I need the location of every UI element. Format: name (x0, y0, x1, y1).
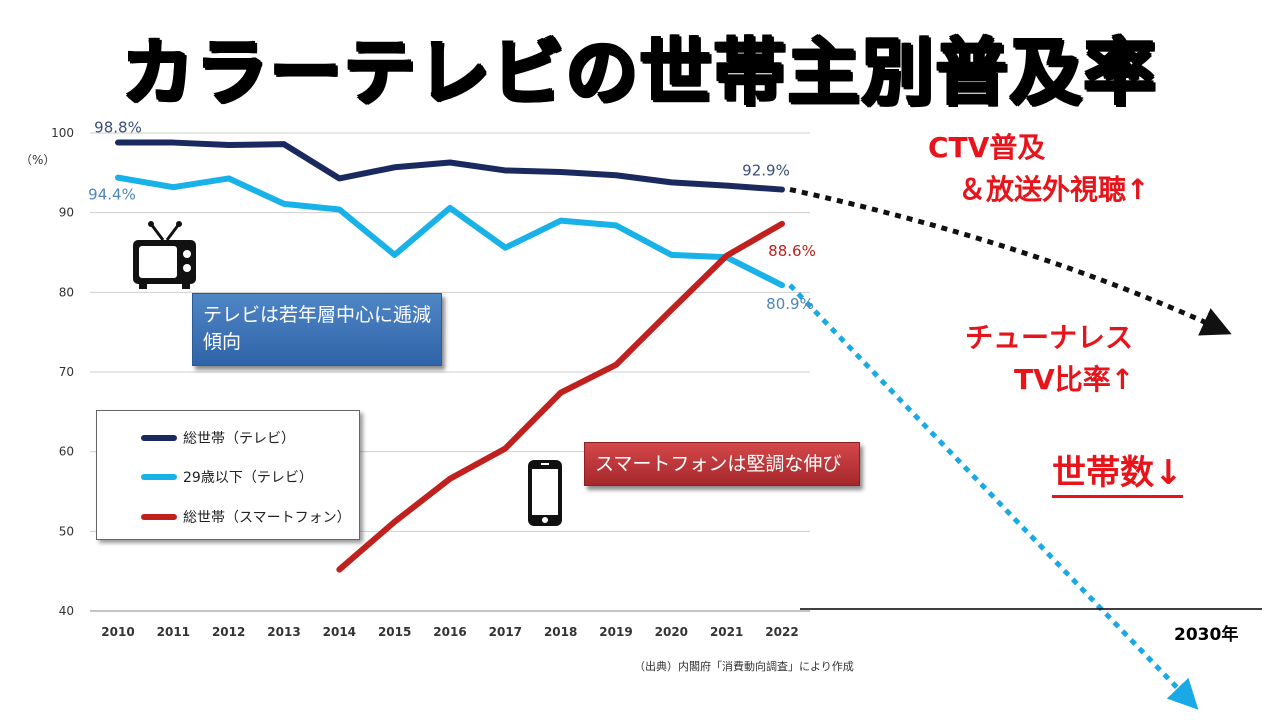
tv-icon (133, 221, 196, 289)
data-point (780, 283, 784, 288)
data-point (503, 168, 508, 173)
x-tick-label: 2019 (599, 625, 632, 639)
data-point (337, 176, 342, 181)
x-tick-label: 2021 (710, 625, 743, 639)
y-tick-label: 90 (59, 206, 74, 220)
legend-label: 29歳以下（テレビ） (183, 470, 313, 486)
x-tick-label: 2022 (765, 625, 798, 639)
legend-swatch (141, 435, 177, 441)
y-tick-label: 80 (59, 285, 74, 299)
data-point (337, 567, 342, 572)
page-title: カラーテレビの世帯主別普及率 (121, 31, 1158, 115)
projection-arrow (789, 187, 1232, 336)
x-tick-label: 2017 (489, 625, 522, 639)
data-point (614, 362, 618, 367)
data-point (780, 187, 784, 192)
x-tick-label: 2020 (655, 625, 688, 639)
data-point (724, 253, 729, 258)
y-tick-label: 40 (59, 604, 74, 618)
legend-item-under29-tv: 29歳以下（テレビ） (141, 467, 313, 487)
data-point (116, 140, 120, 145)
x-tick-label: 2016 (433, 625, 466, 639)
projection-arrows (788, 187, 1232, 710)
smartphone-trend-callout: スマートフォンは堅調な伸び (584, 442, 860, 486)
data-point (780, 221, 784, 226)
legend-swatch (141, 474, 177, 480)
projection-arrow (788, 283, 1199, 710)
data-point (392, 165, 397, 170)
data-label: 98.8% (94, 119, 142, 137)
legend-item-total-tv: 総世帯（テレビ） (141, 428, 295, 448)
x-tick-label: 2011 (157, 625, 190, 639)
data-point (116, 175, 120, 180)
y-tick-label: 70 (59, 365, 74, 379)
data-point (226, 142, 231, 147)
data-point (337, 207, 342, 212)
x-tick-label: 2012 (212, 625, 245, 639)
data-label: 80.9% (766, 295, 814, 313)
data-label: 94.4% (88, 186, 136, 204)
x-tick-label: 2015 (378, 625, 411, 639)
data-labels: 98.8% 92.9% 94.4% 80.9% 88.6% (88, 119, 816, 314)
data-point (392, 519, 397, 524)
tv-trend-callout: テレビは若年層中心に逓減傾向 (192, 293, 442, 366)
y-axis-ticks: 40 50 60 70 80 90 100 (51, 126, 74, 618)
smartphone-icon (528, 460, 562, 526)
source-note: （出典）内閣府「消費動向調査」により作成 (634, 660, 854, 673)
tunerless-note-line2: TV比率↑ (1014, 363, 1135, 396)
data-point (282, 201, 286, 206)
legend-swatch (141, 514, 177, 520)
x-tick-label: 2014 (323, 625, 356, 639)
tunerless-note-line1: チューナレス (965, 321, 1134, 354)
data-label: 88.6% (768, 242, 816, 260)
x-tick-label: 2013 (267, 625, 300, 639)
data-point (669, 307, 674, 312)
data-point (448, 205, 452, 210)
y-tick-label: 100 (51, 126, 74, 140)
data-point (171, 185, 176, 190)
chart-legend: 総世帯（テレビ） 29歳以下（テレビ） 総世帯（スマートフォン） (96, 410, 360, 540)
data-point (392, 252, 397, 257)
data-point (669, 180, 674, 185)
legend-label: 総世帯（スマートフォン） (183, 510, 351, 526)
x-axis-ticks: 2010 2011 2012 2013 2014 2015 2016 2017 2018 2019… (101, 625, 798, 639)
x-tick-label: 2018 (544, 625, 577, 639)
data-point (614, 173, 618, 178)
data-point (503, 446, 508, 451)
data-point (171, 140, 176, 145)
data-point (448, 476, 452, 481)
data-point (669, 252, 674, 257)
y-axis-label: （%） (20, 153, 55, 167)
households-note: 世帯数↓ (1052, 455, 1183, 498)
ctv-note-line2: ＆放送外視聴↑ (958, 173, 1150, 206)
ctv-note-line1: CTV普及 (928, 131, 1046, 164)
data-point (558, 218, 563, 223)
data-point (448, 160, 452, 165)
data-point (503, 245, 508, 250)
chart-series (115, 139, 785, 573)
data-point (724, 183, 729, 188)
y-tick-label: 60 (59, 445, 74, 459)
series-line (115, 174, 785, 289)
data-point (558, 170, 563, 175)
data-point (226, 176, 231, 181)
y-tick-label: 50 (59, 524, 74, 538)
data-label: 92.9% (742, 162, 790, 180)
year-2030-label: 2030年 (1174, 625, 1239, 645)
data-point (558, 390, 563, 395)
data-point (614, 223, 618, 228)
x-tick-label: 2010 (101, 625, 134, 639)
legend-label: 総世帯（テレビ） (183, 431, 295, 447)
data-point (282, 142, 286, 147)
legend-item-total-smartphone: 総世帯（スマートフォン） (141, 507, 351, 527)
